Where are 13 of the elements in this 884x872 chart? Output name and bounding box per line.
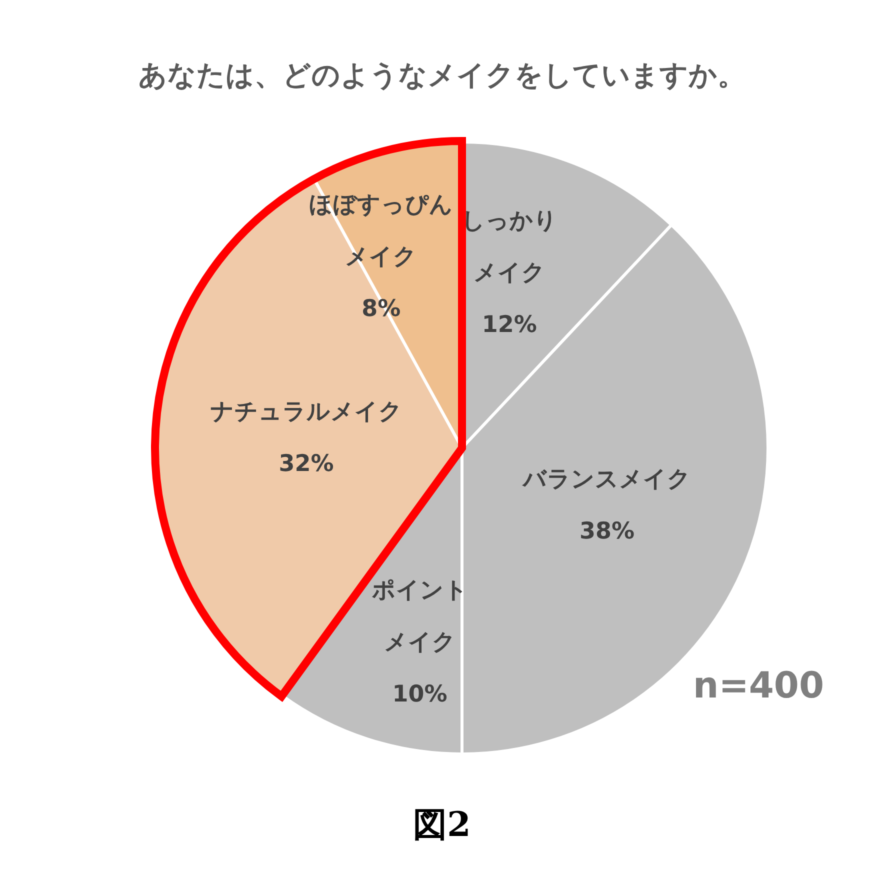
slice-label: バランスメイク bbox=[521, 466, 692, 492]
data-label: 12% bbox=[482, 312, 537, 338]
slice-label: ポイントメイク bbox=[370, 577, 468, 656]
slice-label: ナチュラルメイク bbox=[210, 399, 402, 426]
data-label: 38% bbox=[580, 518, 635, 544]
data-label: 8% bbox=[362, 296, 401, 322]
data-label: 32% bbox=[278, 451, 334, 478]
text: n=400 bbox=[693, 666, 824, 706]
caption: 図2 bbox=[413, 805, 471, 845]
slice-label: しっかりメイク bbox=[461, 208, 558, 286]
data-label: 10% bbox=[392, 681, 448, 708]
chart-title: あなたは、どのようなメイクをしていますか。 bbox=[138, 58, 746, 92]
slice-label: ほぼすっぴんメイク bbox=[309, 192, 454, 270]
